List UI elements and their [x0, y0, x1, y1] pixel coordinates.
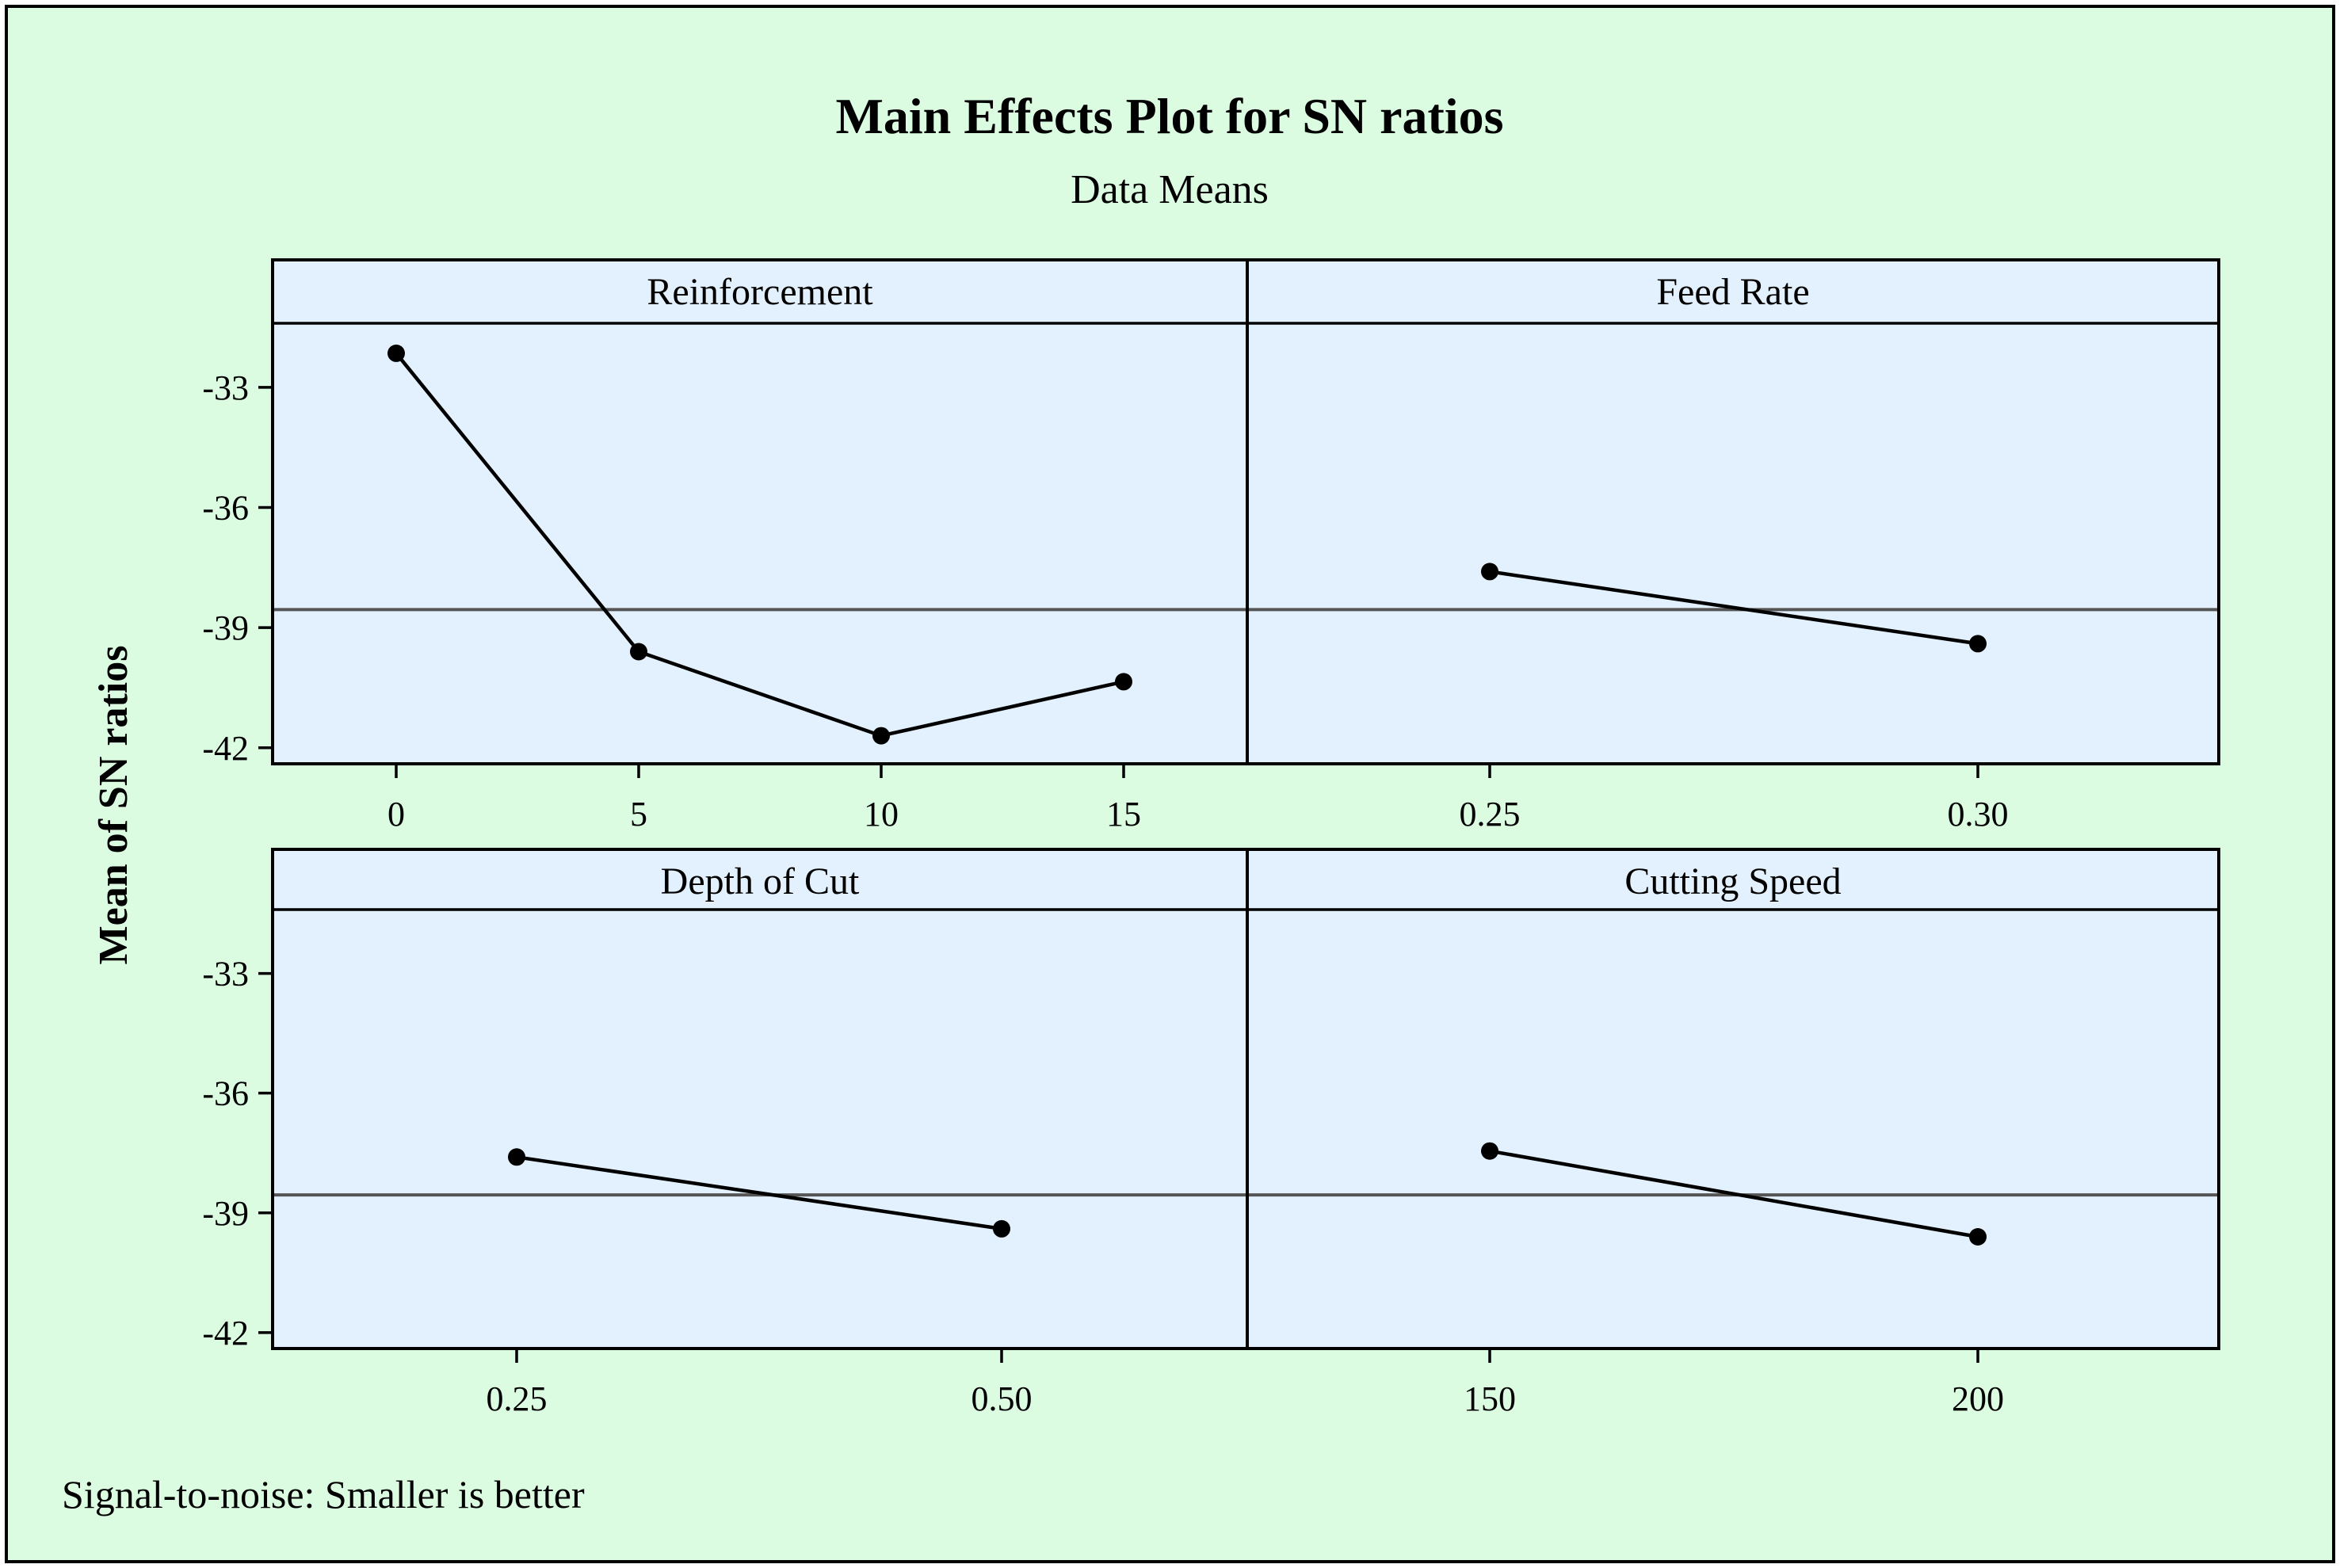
footnote: Signal-to-noise: Smaller is better [62, 1472, 585, 1516]
y-tick-label: -39 [202, 609, 249, 647]
x-tick-label: 0.25 [1460, 795, 1521, 834]
effect-line [395, 352, 1124, 738]
panel-border [1246, 848, 2220, 1350]
data-point [630, 643, 647, 661]
panel-reinforcement: Reinforcement 0 5 10 15 -33 -36 -39 -42 [202, 258, 1249, 834]
y-tick-label: -36 [202, 1074, 249, 1113]
effect-line [516, 1155, 1002, 1231]
x-tick-label: 150 [1464, 1379, 1516, 1418]
panel-depth-of-cut: Depth of Cut 0.25 0.50 -33 -36 -39 -42 [202, 848, 1249, 1418]
effect-line [1489, 1149, 1979, 1239]
x-tick-label: 200 [1952, 1379, 2004, 1418]
data-point [508, 1148, 525, 1166]
data-point [1115, 673, 1132, 691]
y-tick-label: -39 [202, 1194, 249, 1233]
panel-title: Cutting Speed [1624, 860, 1841, 902]
panel-grid: Reinforcement 0 5 10 15 -33 -36 -39 -42 Feed Rate… [202, 258, 2220, 1418]
panel-background [1247, 849, 2219, 1349]
chart-subtitle: Data Means [1071, 167, 1269, 212]
data-point [1969, 1228, 1987, 1246]
panel-feed-rate: Feed Rate 0.25 0.30 [1246, 258, 2220, 834]
x-tick-label: 0.50 [972, 1379, 1033, 1418]
data-point [872, 727, 890, 745]
data-point [993, 1219, 1010, 1238]
y-tick-label: -33 [202, 955, 249, 994]
x-tick-label: 0.25 [487, 1379, 548, 1418]
data-point [1481, 1142, 1498, 1160]
data-point [387, 344, 405, 362]
panel-background [1247, 260, 2219, 764]
y-tick-label: -42 [202, 729, 249, 768]
panel-title: Feed Rate [1656, 271, 1809, 313]
x-tick-label: 0 [387, 795, 405, 834]
y-tick-label: -33 [202, 368, 249, 407]
y-tick-label: -36 [202, 489, 249, 528]
panel-border [1246, 258, 2220, 765]
panel-cutting-speed: Cutting Speed 150 200 [1246, 848, 2220, 1418]
panel-background [273, 260, 1247, 764]
data-point [1969, 635, 1987, 653]
y-axis-label: Mean of SN ratios [91, 646, 136, 965]
x-tick-label: 10 [864, 795, 899, 834]
y-tick-label: -42 [202, 1314, 249, 1352]
effect-line [1489, 570, 1979, 646]
x-tick-label: 0.30 [1948, 795, 2009, 834]
data-point [1481, 563, 1498, 581]
x-tick-label: 15 [1106, 795, 1141, 834]
panel-title: Depth of Cut [661, 860, 860, 902]
panel-title: Reinforcement [647, 271, 873, 313]
chart-title: Main Effects Plot for SN ratios [835, 88, 1503, 144]
panel-background [273, 849, 1247, 1349]
x-tick-label: 5 [630, 795, 647, 834]
